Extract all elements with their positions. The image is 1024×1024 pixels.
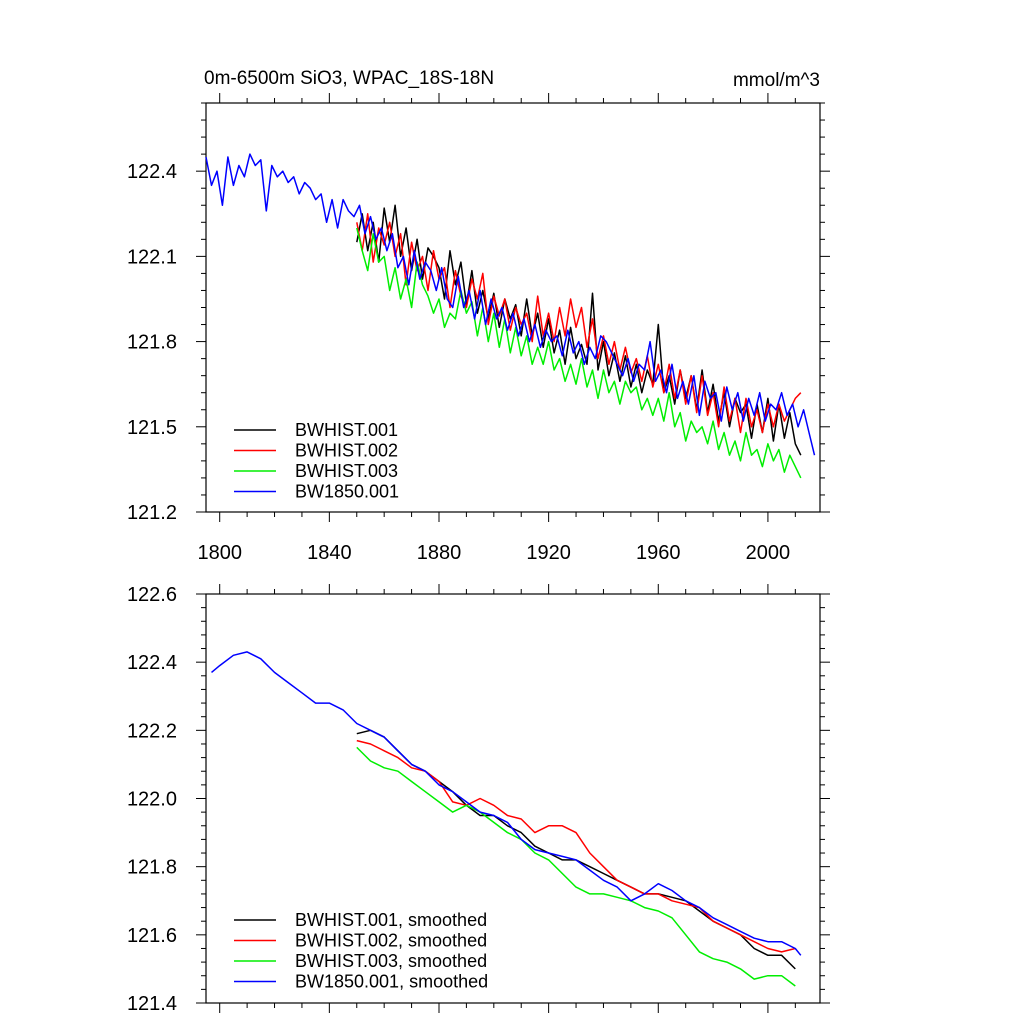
legend-label: BWHIST.003	[295, 461, 398, 481]
x-tick-label: 1920	[526, 542, 571, 564]
y-tick-label: 122.2	[127, 720, 177, 742]
y-tick-label: 121.5	[127, 417, 177, 439]
y-tick-label: 121.8	[127, 332, 177, 354]
y-tick-label: 122.0	[127, 789, 177, 811]
legend-label: BWHIST.002, smoothed	[295, 931, 487, 951]
series-line	[356, 739, 796, 953]
legend-label: BW1850.001, smoothed	[295, 972, 488, 992]
units-label: mmol/m^3	[733, 70, 820, 91]
x-tick-label: 1800	[197, 542, 242, 564]
y-tick-label: 122.4	[127, 652, 177, 674]
legend-label: BWHIST.003, smoothed	[295, 951, 487, 971]
axis-layer: 1800 1840 1880 1920 1960 2000 121.2 121.5 121.8 1…	[127, 93, 830, 564]
series-line	[211, 651, 802, 956]
y-tick-label: 121.8	[127, 857, 177, 879]
series-line	[205, 153, 816, 456]
series-line	[356, 746, 796, 987]
series-layer	[211, 651, 802, 987]
legend-label: BW1850.001	[295, 482, 399, 502]
x-tick-label: 2000	[746, 542, 791, 564]
chart-title: 0m-6500m SiO3, WPAC_18S-18N	[204, 68, 494, 89]
bottom-chart-panel: 121.4 121.6 121.8 122.0 122.2 122.4 122.6 BWHI…	[127, 584, 830, 1015]
y-tick-label: 121.6	[127, 925, 177, 947]
y-tick-label: 121.4	[127, 993, 177, 1015]
axis-layer: 121.4 121.6 121.8 122.0 122.2 122.4 122.6	[127, 584, 830, 1015]
top-chart-panel: 0m-6500m SiO3, WPAC_18S-18N mmol/m^3 180…	[127, 68, 830, 564]
x-tick-label: 1880	[417, 542, 462, 564]
x-tick-label: 1840	[307, 542, 352, 564]
legend-label: BWHIST.001, smoothed	[295, 910, 487, 930]
series-line	[356, 204, 802, 456]
y-tick-label: 121.2	[127, 502, 177, 524]
series-line	[356, 227, 802, 479]
series-layer	[205, 153, 816, 479]
series-line	[356, 213, 802, 434]
legend-label: BWHIST.002	[295, 441, 398, 461]
legend-label: BWHIST.001	[295, 420, 398, 440]
y-tick-label: 122.6	[127, 584, 177, 606]
y-tick-label: 122.4	[127, 161, 177, 183]
y-tick-label: 122.1	[127, 246, 177, 268]
x-tick-label: 1960	[636, 542, 681, 564]
